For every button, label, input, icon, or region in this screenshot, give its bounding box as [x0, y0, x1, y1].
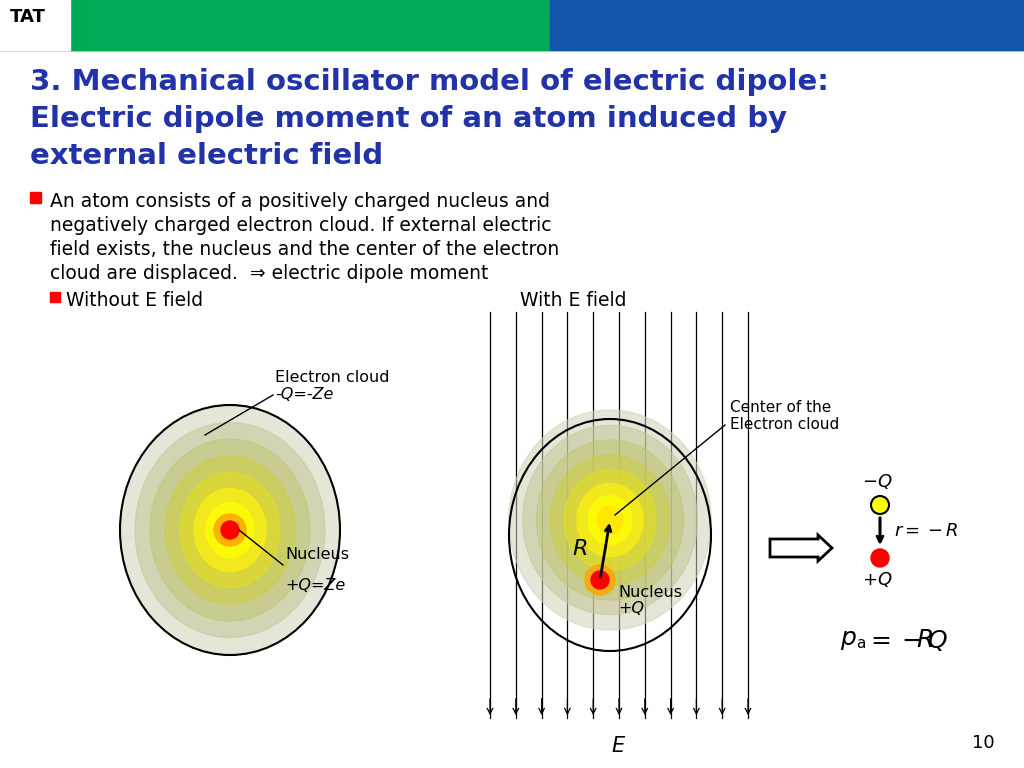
Text: external electric field: external electric field [30, 142, 383, 170]
Text: Nucleus: Nucleus [285, 547, 349, 562]
Ellipse shape [206, 502, 254, 558]
Text: 3. Mechanical oscillator model of electric dipole:: 3. Mechanical oscillator model of electr… [30, 68, 828, 96]
Text: cloud are displaced.  ⇒ electric dipole moment: cloud are displaced. ⇒ electric dipole m… [50, 264, 488, 283]
Ellipse shape [194, 488, 266, 571]
Text: $E$: $E$ [611, 736, 627, 756]
Ellipse shape [150, 439, 310, 621]
Bar [550, 0, 1024, 50]
Circle shape [591, 571, 609, 589]
Text: $R$: $R$ [916, 628, 933, 652]
Text: With E field: With E field [520, 291, 627, 310]
Text: 10: 10 [973, 734, 995, 752]
Text: TAT: TAT [10, 8, 46, 26]
Text: field exists, the nucleus and the center of the electron: field exists, the nucleus and the center… [50, 240, 559, 259]
Circle shape [871, 496, 889, 514]
Ellipse shape [550, 455, 670, 585]
Circle shape [221, 521, 239, 539]
Text: Electric dipole moment of an atom induced by: Electric dipole moment of an atom induce… [30, 105, 787, 133]
Text: $= -Q$: $= -Q$ [866, 628, 948, 653]
Ellipse shape [597, 506, 623, 534]
Ellipse shape [509, 410, 712, 630]
Text: $r=-R$: $r=-R$ [894, 522, 958, 541]
Bar [30, 192, 41, 203]
Text: Electron cloud: Electron cloud [730, 417, 840, 432]
FancyArrow shape [770, 535, 831, 561]
Text: $p$: $p$ [840, 628, 857, 652]
Text: a: a [856, 636, 865, 651]
Circle shape [871, 549, 889, 567]
Text: +Q=Ze: +Q=Ze [285, 578, 345, 593]
Ellipse shape [537, 440, 684, 600]
Ellipse shape [588, 496, 632, 545]
Ellipse shape [564, 469, 656, 571]
Text: negatively charged electron cloud. If external electric: negatively charged electron cloud. If ex… [50, 216, 552, 235]
Circle shape [585, 565, 615, 595]
Ellipse shape [577, 484, 643, 557]
Ellipse shape [165, 456, 295, 604]
Text: +Q: +Q [618, 601, 644, 616]
Text: Nucleus: Nucleus [618, 585, 682, 600]
Text: An atom consists of a positively charged nucleus and: An atom consists of a positively charged… [50, 192, 550, 211]
Text: Without E field: Without E field [66, 291, 203, 310]
Text: $R$: $R$ [572, 539, 588, 559]
Bar [70, 0, 550, 50]
Ellipse shape [135, 422, 325, 637]
Ellipse shape [180, 472, 280, 588]
Text: -Q=-Ze: -Q=-Ze [275, 387, 334, 402]
Text: Center of the: Center of the [730, 400, 831, 415]
Ellipse shape [216, 514, 244, 546]
Bar [0, 0, 70, 50]
Text: $+Q$: $+Q$ [862, 570, 893, 589]
Text: Electron cloud: Electron cloud [275, 370, 389, 385]
Text: $-Q$: $-Q$ [862, 472, 893, 491]
Ellipse shape [120, 405, 340, 655]
Ellipse shape [522, 425, 697, 614]
Bar [0, 0, 1024, 50]
Bar [50, 292, 60, 302]
Circle shape [214, 514, 246, 546]
